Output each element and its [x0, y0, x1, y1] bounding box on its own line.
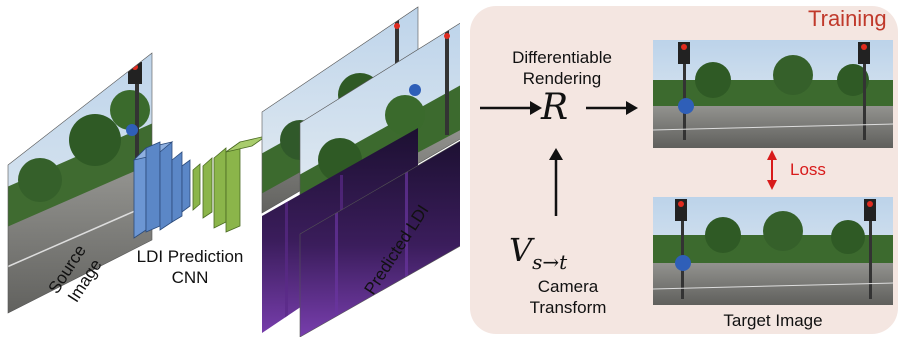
transform-symbol: V	[509, 231, 533, 269]
transform-subscript: s→t	[532, 250, 568, 274]
input-arrow	[480, 101, 542, 115]
cnn-blocks	[132, 135, 267, 239]
cnn-layer	[213, 147, 227, 229]
render-operator: R	[541, 87, 569, 128]
cnn-layer	[133, 147, 147, 239]
loss-label: Loss	[790, 160, 826, 179]
loss-arrow	[767, 150, 777, 190]
training-title: Training	[808, 6, 887, 31]
camera-label-line-2: Transform	[529, 298, 607, 317]
rendered-image	[653, 40, 893, 148]
camera-transform-symbol: Vs→t	[509, 231, 568, 274]
camera-label-line-1: Camera	[537, 277, 599, 296]
training-arrows	[480, 101, 777, 216]
cnn-label-line-1: LDI Prediction	[136, 247, 244, 266]
target-image-label: Target Image	[723, 311, 823, 330]
cnn-layer	[171, 151, 183, 223]
cnn-layer	[202, 157, 213, 219]
cnn-label-line-2: CNN	[171, 268, 209, 287]
rendering-label: Differentiable Rendering	[488, 47, 636, 89]
rendering-label-line-2: Rendering	[522, 69, 602, 88]
cnn-label: LDI Prediction CNN	[128, 246, 252, 288]
cnn-layer	[145, 141, 161, 233]
transform-arrow	[549, 148, 563, 216]
cnn-layer	[159, 141, 173, 231]
cnn-layer	[225, 135, 267, 153]
pipeline-diagram	[7, 6, 460, 337]
cnn-layer	[225, 141, 241, 233]
rendering-label-line-1: Differentiable	[512, 48, 612, 67]
output-arrow	[586, 101, 638, 115]
camera-transform-label: Camera Transform	[498, 276, 638, 318]
cnn-layer	[192, 163, 201, 211]
cnn-layer	[181, 159, 191, 213]
target-image	[653, 197, 893, 305]
